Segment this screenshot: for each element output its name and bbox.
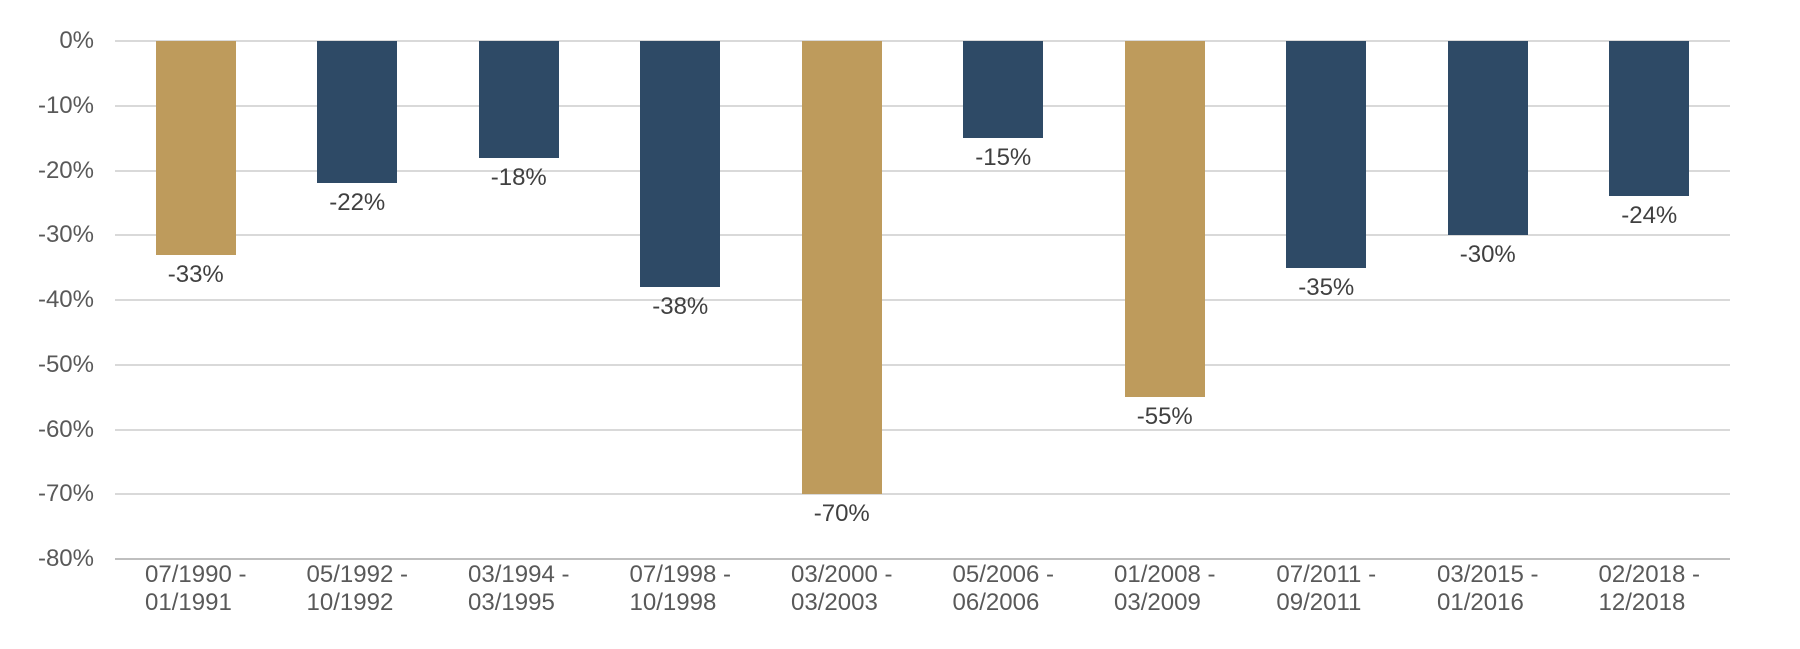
gridline	[115, 493, 1730, 496]
x-axis-category-label: 07/1990 -01/1991	[115, 561, 277, 617]
bar-value-label: -15%	[975, 144, 1032, 172]
x-axis-category-line: 03/1995	[468, 589, 555, 616]
x-axis-category-line: 03/2009	[1114, 589, 1201, 616]
x-axis-category-lines: 02/2018 -12/2018	[1599, 561, 1700, 617]
y-axis-tick-label: -60%	[37, 415, 94, 443]
x-axis-category-line: 10/1992	[306, 589, 394, 616]
gridline	[115, 428, 1730, 431]
gridline	[115, 363, 1730, 366]
bar	[478, 41, 559, 158]
gridline	[115, 169, 1730, 172]
x-axis-category-lines: 01/2008 -03/2009	[1114, 561, 1215, 617]
bar	[155, 41, 236, 255]
x-axis-category-line: 05/1992 -	[306, 561, 408, 588]
bar	[317, 41, 398, 184]
x-axis-category-line: 05/2006 -	[952, 561, 1054, 588]
gridline	[115, 104, 1730, 107]
bar-value-label: -33%	[167, 260, 224, 288]
x-axis-category-lines: 05/1992 -10/1992	[307, 561, 408, 617]
x-axis-category-line: 03/1994 -	[468, 561, 570, 588]
x-axis-category-label: 03/1994 -03/1995	[438, 561, 600, 617]
y-axis-tick-label: -40%	[37, 286, 94, 313]
x-axis-category-label: 01/2008 -03/2009	[1084, 561, 1246, 617]
x-axis-category-label: 07/2011 -09/2011	[1245, 561, 1407, 617]
x-axis-category-label: 03/2000 -03/2003	[761, 561, 923, 617]
x-axis-category-line: 07/2011 -	[1276, 561, 1377, 588]
x-axis-category-line: 03/2003	[791, 589, 878, 616]
y-axis-tick-label: -30%	[37, 221, 94, 249]
x-axis-category-label: 07/1998 -10/1998	[599, 561, 761, 617]
bar	[1286, 41, 1367, 268]
x-axis-category-lines: 05/2006 -06/2006	[953, 561, 1054, 617]
x-axis-category-lines: 03/1994 -03/1995	[468, 561, 569, 617]
bar-value-label: -70%	[813, 500, 870, 528]
x-axis-category-line: 12/2018	[1598, 589, 1686, 616]
y-axis-tick-label: -10%	[37, 91, 94, 119]
y-axis-tick-label: -70%	[37, 480, 94, 508]
x-axis-category-label: 05/1992 -10/1992	[276, 561, 438, 617]
y-axis-tick-label: -80%	[37, 545, 94, 572]
y-axis-tick-label: -50%	[37, 350, 94, 378]
gridline	[115, 299, 1730, 301]
x-axis-category-lines: 03/2015 -01/2016	[1437, 561, 1538, 617]
x-axis-category-label: 03/2015 -01/2016	[1407, 561, 1569, 617]
x-axis-category-lines: 03/2000 -03/2003	[791, 561, 892, 617]
x-axis-category-line: 10/1998	[629, 589, 717, 616]
x-axis-category-label: 05/2006 -06/2006	[922, 561, 1084, 617]
bar-value-label: -55%	[1136, 403, 1193, 431]
bar-value-label: -18%	[490, 163, 547, 191]
x-axis-category-line: 03/2015 -	[1437, 561, 1539, 588]
gridline	[115, 40, 1730, 42]
y-axis-tick-label: -20%	[37, 156, 94, 184]
bar	[1447, 41, 1528, 236]
x-axis-category-line: 06/2006	[952, 589, 1040, 616]
x-axis-category-line: 01/1991	[145, 589, 232, 616]
x-axis-category-lines: 07/1998 -10/1998	[630, 561, 731, 617]
x-axis-category-line: 01/2016	[1437, 589, 1524, 616]
bar	[1609, 41, 1690, 197]
x-axis-category-line: 07/1990 -	[145, 561, 247, 588]
bar	[963, 41, 1044, 139]
gridline	[115, 234, 1730, 237]
x-axis-baseline	[115, 558, 1730, 560]
x-axis-category-lines: 07/1990 -01/1991	[145, 561, 246, 617]
x-axis-category-line: 07/1998 -	[629, 561, 731, 588]
x-axis-category-line: 01/2008 -	[1114, 561, 1216, 588]
bar-value-label: -38%	[652, 293, 709, 321]
bar-value-label: -30%	[1459, 241, 1516, 269]
y-axis-tick-label: 0%	[59, 27, 94, 54]
bar-value-label: -35%	[1298, 273, 1355, 301]
x-axis-category-line: 03/2000 -	[791, 561, 893, 588]
bar	[640, 41, 721, 288]
bar-value-label: -24%	[1621, 202, 1678, 230]
bar	[801, 41, 882, 495]
x-axis-category-line: 02/2018 -	[1598, 561, 1700, 588]
x-axis-category-line: 09/2011	[1276, 589, 1362, 616]
bar	[1124, 41, 1205, 398]
bar-value-label: -22%	[329, 189, 386, 217]
x-axis-category-lines: 07/2011 -09/2011	[1276, 561, 1376, 617]
x-axis-category-label: 02/2018 -12/2018	[1568, 561, 1730, 617]
